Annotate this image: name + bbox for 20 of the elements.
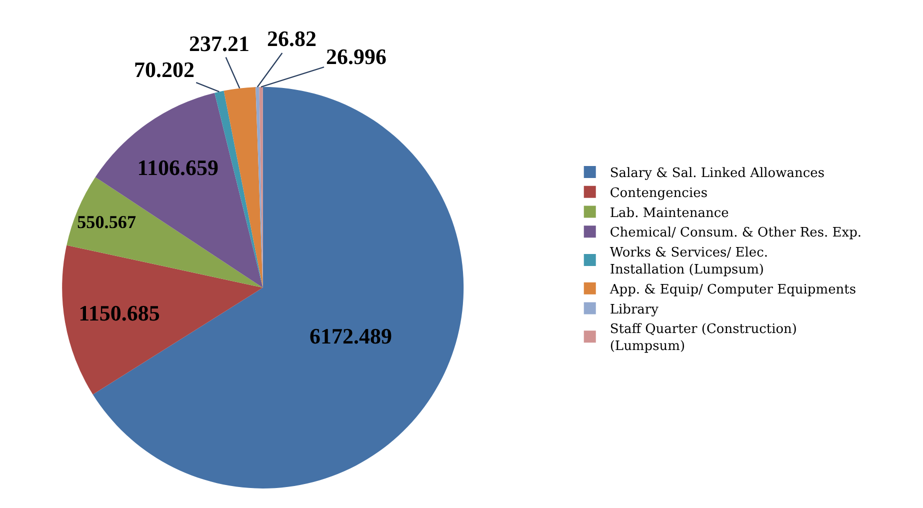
legend-label: App. & Equip/ Computer Equipments [608, 282, 856, 298]
legend-label: Staff Quarter (Construction) (Lumpsum) [610, 322, 798, 354]
data-label: 237.21 [189, 31, 250, 56]
pie-slice [256, 86, 263, 288]
data-label: 26.996 [326, 44, 386, 69]
legend-label: Library [610, 302, 660, 318]
data-label: 26.82 [267, 26, 316, 51]
data-label: 550.567 [77, 212, 136, 232]
legend-label: Salary & Sal. Linked Allowances [610, 166, 825, 182]
legend-label: Lab. Maintenance [610, 206, 730, 221]
pie-slice [66, 177, 263, 288]
legend-label: Works & Services/ Elec. Installation (Lumpsum) [610, 246, 768, 278]
data-label: 1106.659 [137, 154, 219, 180]
pie-slice [62, 245, 263, 394]
pie-slice [224, 87, 263, 288]
data-label: 70.202 [134, 57, 194, 82]
data-label: 1150.685 [78, 300, 160, 326]
data-label: 6172.489 [309, 324, 392, 349]
legend-label: Chemical/ Consum. & Other Res. Exp. [610, 226, 862, 241]
legend-label: Contengencies [610, 186, 708, 201]
